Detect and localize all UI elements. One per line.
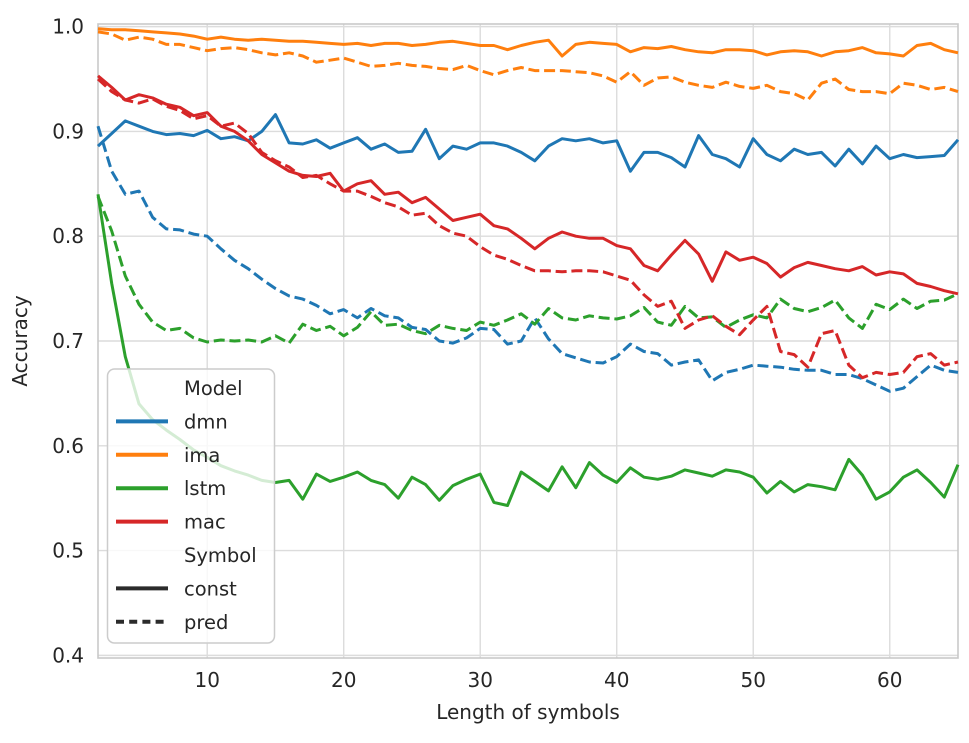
x-tick-label: 10: [194, 668, 219, 692]
y-tick-label: 0.8: [52, 224, 84, 248]
legend-label-const: const: [184, 577, 237, 600]
x-tick-label: 40: [604, 668, 629, 692]
tick-labels-layer: 10 20 30 40 50 60 0.4 0.5 0.6 0.7 0.8 0.9 1.0: [52, 15, 902, 692]
x-tick-label: 20: [331, 668, 356, 692]
legend-header-symbol: Symbol: [184, 544, 257, 567]
series-line-mac-const: [97, 74, 959, 296]
legend-label-lstm: lstm: [184, 477, 226, 500]
legend: Model dmn ima lstm mac Symbol const pred: [106, 368, 276, 644]
y-tick-label: 0.7: [52, 329, 84, 353]
legend-header-model: Model: [184, 377, 243, 400]
series-line-ima-const: [97, 27, 959, 58]
y-tick-label: 0.5: [52, 539, 84, 563]
legend-label-mac: mac: [184, 511, 226, 534]
series-line-mac-pred: [96, 77, 959, 380]
grid-layer: [97, 23, 959, 659]
plot-border: [97, 23, 959, 659]
legend-box: [106, 368, 276, 644]
x-tick-label: 50: [741, 668, 766, 692]
series-line-ima-pred: [97, 30, 959, 102]
y-tick-label: 0.6: [52, 434, 84, 458]
series-line-dmn-const: [96, 113, 960, 173]
x-axis-label: Length of symbols: [436, 700, 620, 724]
series-line-dmn-pred: [96, 125, 959, 393]
legend-label-ima: ima: [184, 444, 220, 467]
y-axis-label: Accuracy: [8, 295, 32, 386]
series-line-lstm-pred: [96, 195, 959, 345]
legend-label-dmn: dmn: [184, 410, 228, 433]
y-tick-label: 0.4: [52, 643, 84, 667]
y-tick-label: 0.9: [52, 119, 84, 143]
y-tick-label: 1.0: [52, 15, 84, 39]
x-tick-label: 60: [877, 668, 902, 692]
legend-label-pred: pred: [184, 611, 228, 634]
x-tick-label: 30: [467, 668, 492, 692]
